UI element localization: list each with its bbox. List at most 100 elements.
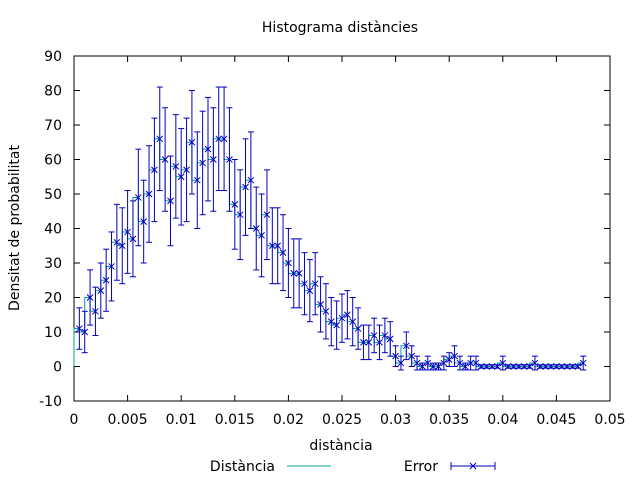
data-marker	[242, 183, 249, 191]
error-point	[520, 363, 528, 370]
error-point	[397, 355, 405, 371]
error-point	[258, 193, 265, 278]
error-point	[478, 363, 485, 370]
data-marker	[247, 176, 255, 184]
data-marker	[488, 363, 496, 370]
error-point	[193, 131, 201, 229]
error-point	[97, 262, 105, 319]
data-marker	[547, 363, 555, 370]
data-marker	[574, 363, 582, 370]
error-point	[124, 190, 131, 274]
error-point	[365, 324, 373, 361]
data-marker	[220, 135, 228, 143]
error-point	[279, 214, 287, 292]
data-marker	[140, 218, 148, 225]
data-marker	[413, 359, 421, 367]
data-marker	[365, 338, 373, 346]
error-point	[429, 362, 437, 371]
data-marker	[435, 363, 442, 370]
data-marker	[333, 321, 340, 329]
data-marker	[210, 156, 217, 163]
error-point	[419, 362, 426, 371]
data-marker	[177, 173, 185, 181]
error-point	[274, 207, 282, 285]
data-marker	[145, 190, 153, 198]
data-marker	[569, 363, 576, 370]
y-tick-label: 0	[53, 360, 62, 376]
error-point	[526, 363, 533, 370]
plot-area: 0 0.005 0.01 0.015 0.02 0.025 0.03 0.035 0.04 0.0…	[39, 49, 625, 428]
data-marker	[338, 314, 346, 322]
data-marker	[274, 242, 282, 250]
error-point	[392, 345, 399, 367]
error-point	[435, 362, 442, 371]
data-marker	[97, 287, 105, 294]
error-point	[354, 307, 362, 350]
data-marker	[268, 242, 276, 250]
y-tick-label: 30	[44, 256, 62, 272]
error-point	[167, 155, 174, 247]
data-marker	[183, 166, 190, 174]
x-tick-label: 0.005	[108, 412, 148, 428]
error-point	[424, 355, 432, 371]
error-point	[151, 117, 158, 223]
data-marker	[193, 176, 201, 184]
error-point	[472, 355, 480, 371]
data-marker	[129, 235, 137, 243]
data-marker	[134, 194, 142, 201]
error-point	[242, 138, 249, 236]
error-point	[547, 363, 555, 370]
data-marker	[344, 311, 351, 319]
error-point	[102, 248, 110, 312]
data-marker	[92, 307, 99, 315]
y-tick-label: 10	[44, 325, 62, 341]
error-point	[231, 159, 239, 250]
error-point	[226, 107, 233, 212]
data-marker	[467, 359, 474, 367]
data-marker	[301, 280, 308, 288]
data-marker	[531, 359, 539, 367]
x-tick-label: 0.015	[215, 412, 255, 428]
data-marker	[349, 318, 357, 326]
data-marker	[520, 363, 528, 370]
error-point	[349, 297, 357, 347]
data-marker	[494, 363, 501, 370]
error-point	[322, 283, 330, 340]
error-point	[344, 290, 351, 340]
x-tick-label: 0.05	[594, 412, 625, 428]
data-marker	[456, 359, 464, 367]
error-point	[301, 252, 308, 316]
error-point	[569, 363, 576, 370]
error-point	[220, 86, 228, 192]
error-point	[553, 363, 560, 370]
y-tick-label: 60	[44, 153, 62, 169]
error-point	[285, 228, 292, 298]
data-marker	[156, 135, 164, 143]
error-point	[317, 276, 324, 333]
data-marker	[558, 363, 566, 370]
error-point	[268, 207, 276, 285]
data-marker	[499, 359, 507, 367]
error-point	[118, 207, 126, 285]
data-marker	[440, 359, 448, 367]
data-marker	[151, 166, 158, 174]
error-point	[445, 352, 453, 367]
legend-swatch-error	[450, 462, 496, 470]
data-marker	[172, 163, 180, 170]
legend-label-error: Error	[404, 459, 438, 475]
error-point	[177, 127, 185, 226]
error-point	[542, 363, 550, 370]
data-marker	[76, 325, 83, 332]
data-marker	[167, 197, 174, 205]
data-marker	[461, 363, 469, 370]
data-marker	[478, 363, 485, 370]
data-marker	[397, 359, 405, 367]
y-tick-label: 70	[44, 118, 62, 134]
error-point	[134, 148, 142, 247]
error-point	[81, 310, 89, 354]
error-point	[161, 107, 169, 212]
y-tick-label: 40	[44, 222, 62, 238]
data-marker	[386, 335, 394, 343]
data-marker	[258, 232, 265, 239]
